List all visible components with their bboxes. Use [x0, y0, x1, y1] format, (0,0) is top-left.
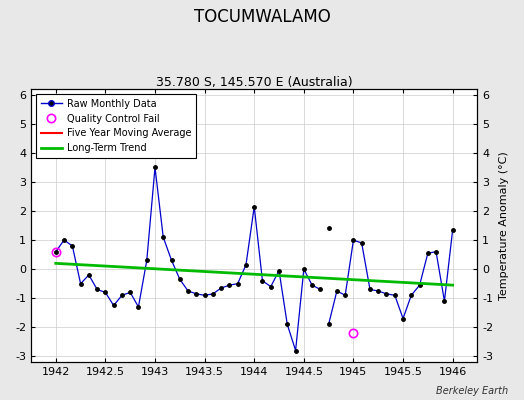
- Legend: Raw Monthly Data, Quality Control Fail, Five Year Moving Average, Long-Term Tren: Raw Monthly Data, Quality Control Fail, …: [36, 94, 196, 158]
- Text: Berkeley Earth: Berkeley Earth: [436, 386, 508, 396]
- Y-axis label: Temperature Anomaly (°C): Temperature Anomaly (°C): [499, 151, 509, 300]
- Text: TOCUMWALAMO: TOCUMWALAMO: [194, 8, 330, 26]
- Title: 35.780 S, 145.570 E (Australia): 35.780 S, 145.570 E (Australia): [156, 76, 353, 89]
